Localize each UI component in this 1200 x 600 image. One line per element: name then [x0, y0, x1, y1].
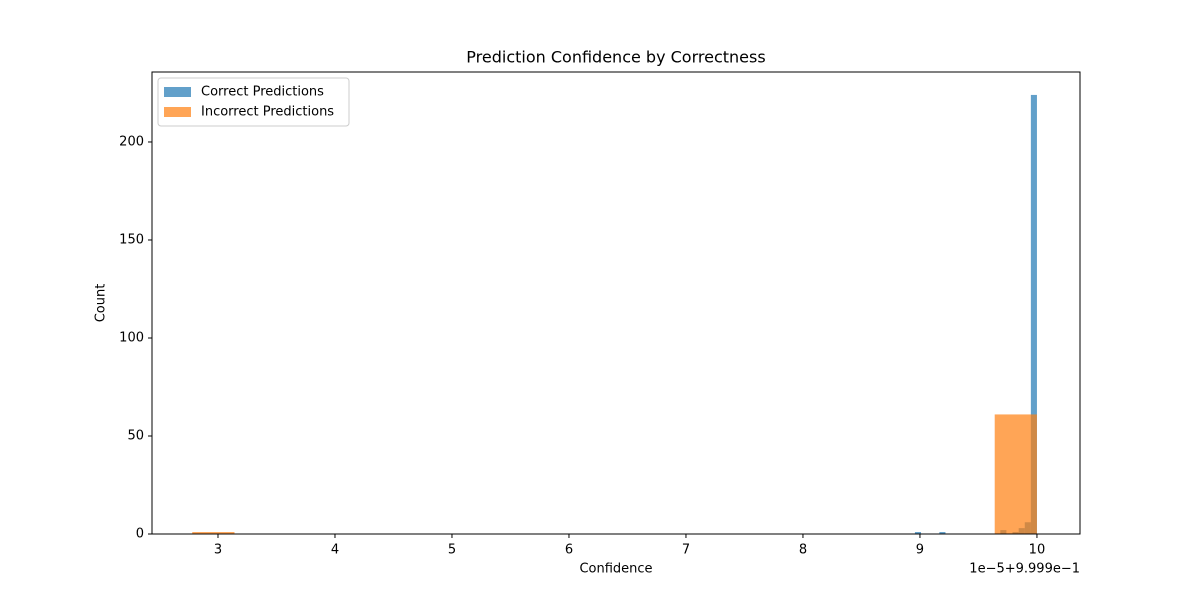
x-tick-label: 3 [214, 543, 222, 558]
x-offset-label: 1e−5+9.999e−1 [969, 562, 1080, 577]
bar [1030, 94, 1037, 535]
legend-label: Correct Predictions [201, 85, 324, 100]
y-axis-label: Count [94, 284, 109, 323]
x-tick-label: 9 [916, 543, 924, 558]
bar [914, 532, 922, 534]
x-tick-label: 7 [682, 543, 690, 558]
bar [939, 532, 946, 534]
plot-frame [151, 71, 1081, 535]
chart-title: Prediction Confidence by Correctness [466, 48, 765, 67]
y-tick-label: 50 [127, 428, 144, 443]
legend-swatch [164, 107, 191, 117]
x-tick-label: 4 [331, 543, 339, 558]
y-tick-label: 150 [119, 232, 144, 247]
x-tick-label: 10 [1029, 543, 1046, 558]
x-tick-label: 8 [799, 543, 807, 558]
legend: Correct Predictions Incorrect Predictions [157, 77, 350, 127]
x-tick-label: 5 [448, 543, 456, 558]
x-tick-label: 6 [565, 543, 573, 558]
y-tick-label: 100 [119, 330, 144, 345]
y-tick-label: 0 [136, 527, 144, 542]
legend-swatch [164, 87, 191, 97]
legend-label: Incorrect Predictions [201, 105, 334, 120]
bar [994, 414, 1037, 534]
y-tick-label: 200 [119, 134, 144, 149]
bar [192, 532, 235, 534]
legend-box [157, 77, 350, 127]
x-axis-label: Confidence [579, 562, 652, 577]
